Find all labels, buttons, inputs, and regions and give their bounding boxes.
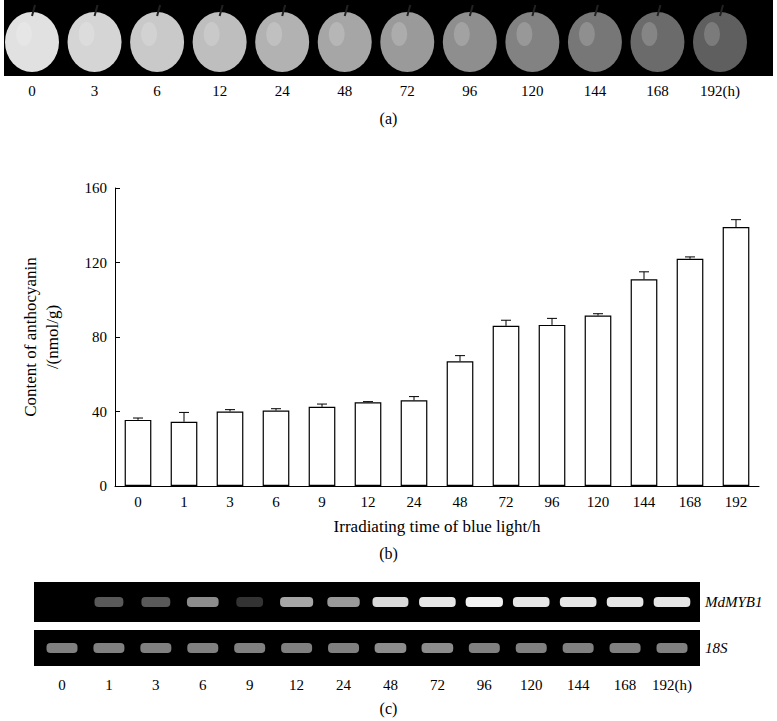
svg-text:Content of anthocyanin: Content of anthocyanin: [21, 257, 40, 417]
svg-text:0: 0: [100, 478, 108, 494]
svg-text:120: 120: [521, 83, 544, 99]
svg-text:9: 9: [318, 494, 326, 510]
svg-text:3: 3: [152, 677, 160, 693]
svg-text:80: 80: [92, 329, 107, 345]
svg-text:160: 160: [85, 180, 108, 196]
svg-text:/(nmol/g): /(nmol/g): [43, 305, 62, 369]
svg-text:168: 168: [614, 677, 637, 693]
svg-text:72: 72: [430, 677, 445, 693]
svg-text:168: 168: [646, 83, 669, 99]
svg-text:72: 72: [499, 494, 514, 510]
svg-text:72: 72: [400, 83, 415, 99]
svg-text:0: 0: [134, 494, 142, 510]
svg-text:120: 120: [85, 255, 108, 271]
html-text:(a): (a): [379, 110, 398, 127]
svg-text:1: 1: [180, 494, 188, 510]
svg-text:120: 120: [520, 677, 543, 693]
svg-text:12: 12: [289, 677, 304, 693]
svg-text:0: 0: [28, 83, 36, 99]
svg-text:96: 96: [477, 677, 493, 693]
svg-text:48: 48: [453, 494, 468, 510]
svg-text:48: 48: [383, 677, 398, 693]
svg-text:12: 12: [361, 494, 376, 510]
html-text:(b): (b): [379, 545, 398, 562]
svg-text:40: 40: [92, 404, 107, 420]
svg-text:192(h): 192(h): [700, 83, 740, 100]
svg-text:6: 6: [272, 494, 280, 510]
svg-text:24: 24: [336, 677, 352, 693]
svg-text:12: 12: [212, 83, 227, 99]
svg-text:144: 144: [584, 83, 607, 99]
svg-text:MdMYB1: MdMYB1: [704, 594, 763, 610]
svg-text:6: 6: [153, 83, 161, 99]
svg-text:96: 96: [462, 83, 478, 99]
svg-text:3: 3: [91, 83, 99, 99]
svg-text:144: 144: [567, 677, 590, 693]
svg-text:192: 192: [725, 494, 748, 510]
svg-text:0: 0: [58, 677, 66, 693]
html-text:(c): (c): [379, 700, 398, 717]
svg-text:18S: 18S: [705, 640, 728, 656]
svg-text:96: 96: [545, 494, 561, 510]
svg-text:6: 6: [199, 677, 207, 693]
svg-text:24: 24: [407, 494, 423, 510]
svg-text:120: 120: [587, 494, 610, 510]
svg-text:24: 24: [275, 83, 291, 99]
svg-text:168: 168: [679, 494, 702, 510]
svg-text:1: 1: [105, 677, 113, 693]
svg-text:144: 144: [633, 494, 656, 510]
svg-text:Irradiating time of blue light: Irradiating time of blue light/h: [334, 517, 541, 536]
svg-text:192(h): 192(h): [652, 677, 692, 694]
svg-text:48: 48: [337, 83, 352, 99]
svg-text:3: 3: [226, 494, 234, 510]
svg-text:9: 9: [246, 677, 254, 693]
